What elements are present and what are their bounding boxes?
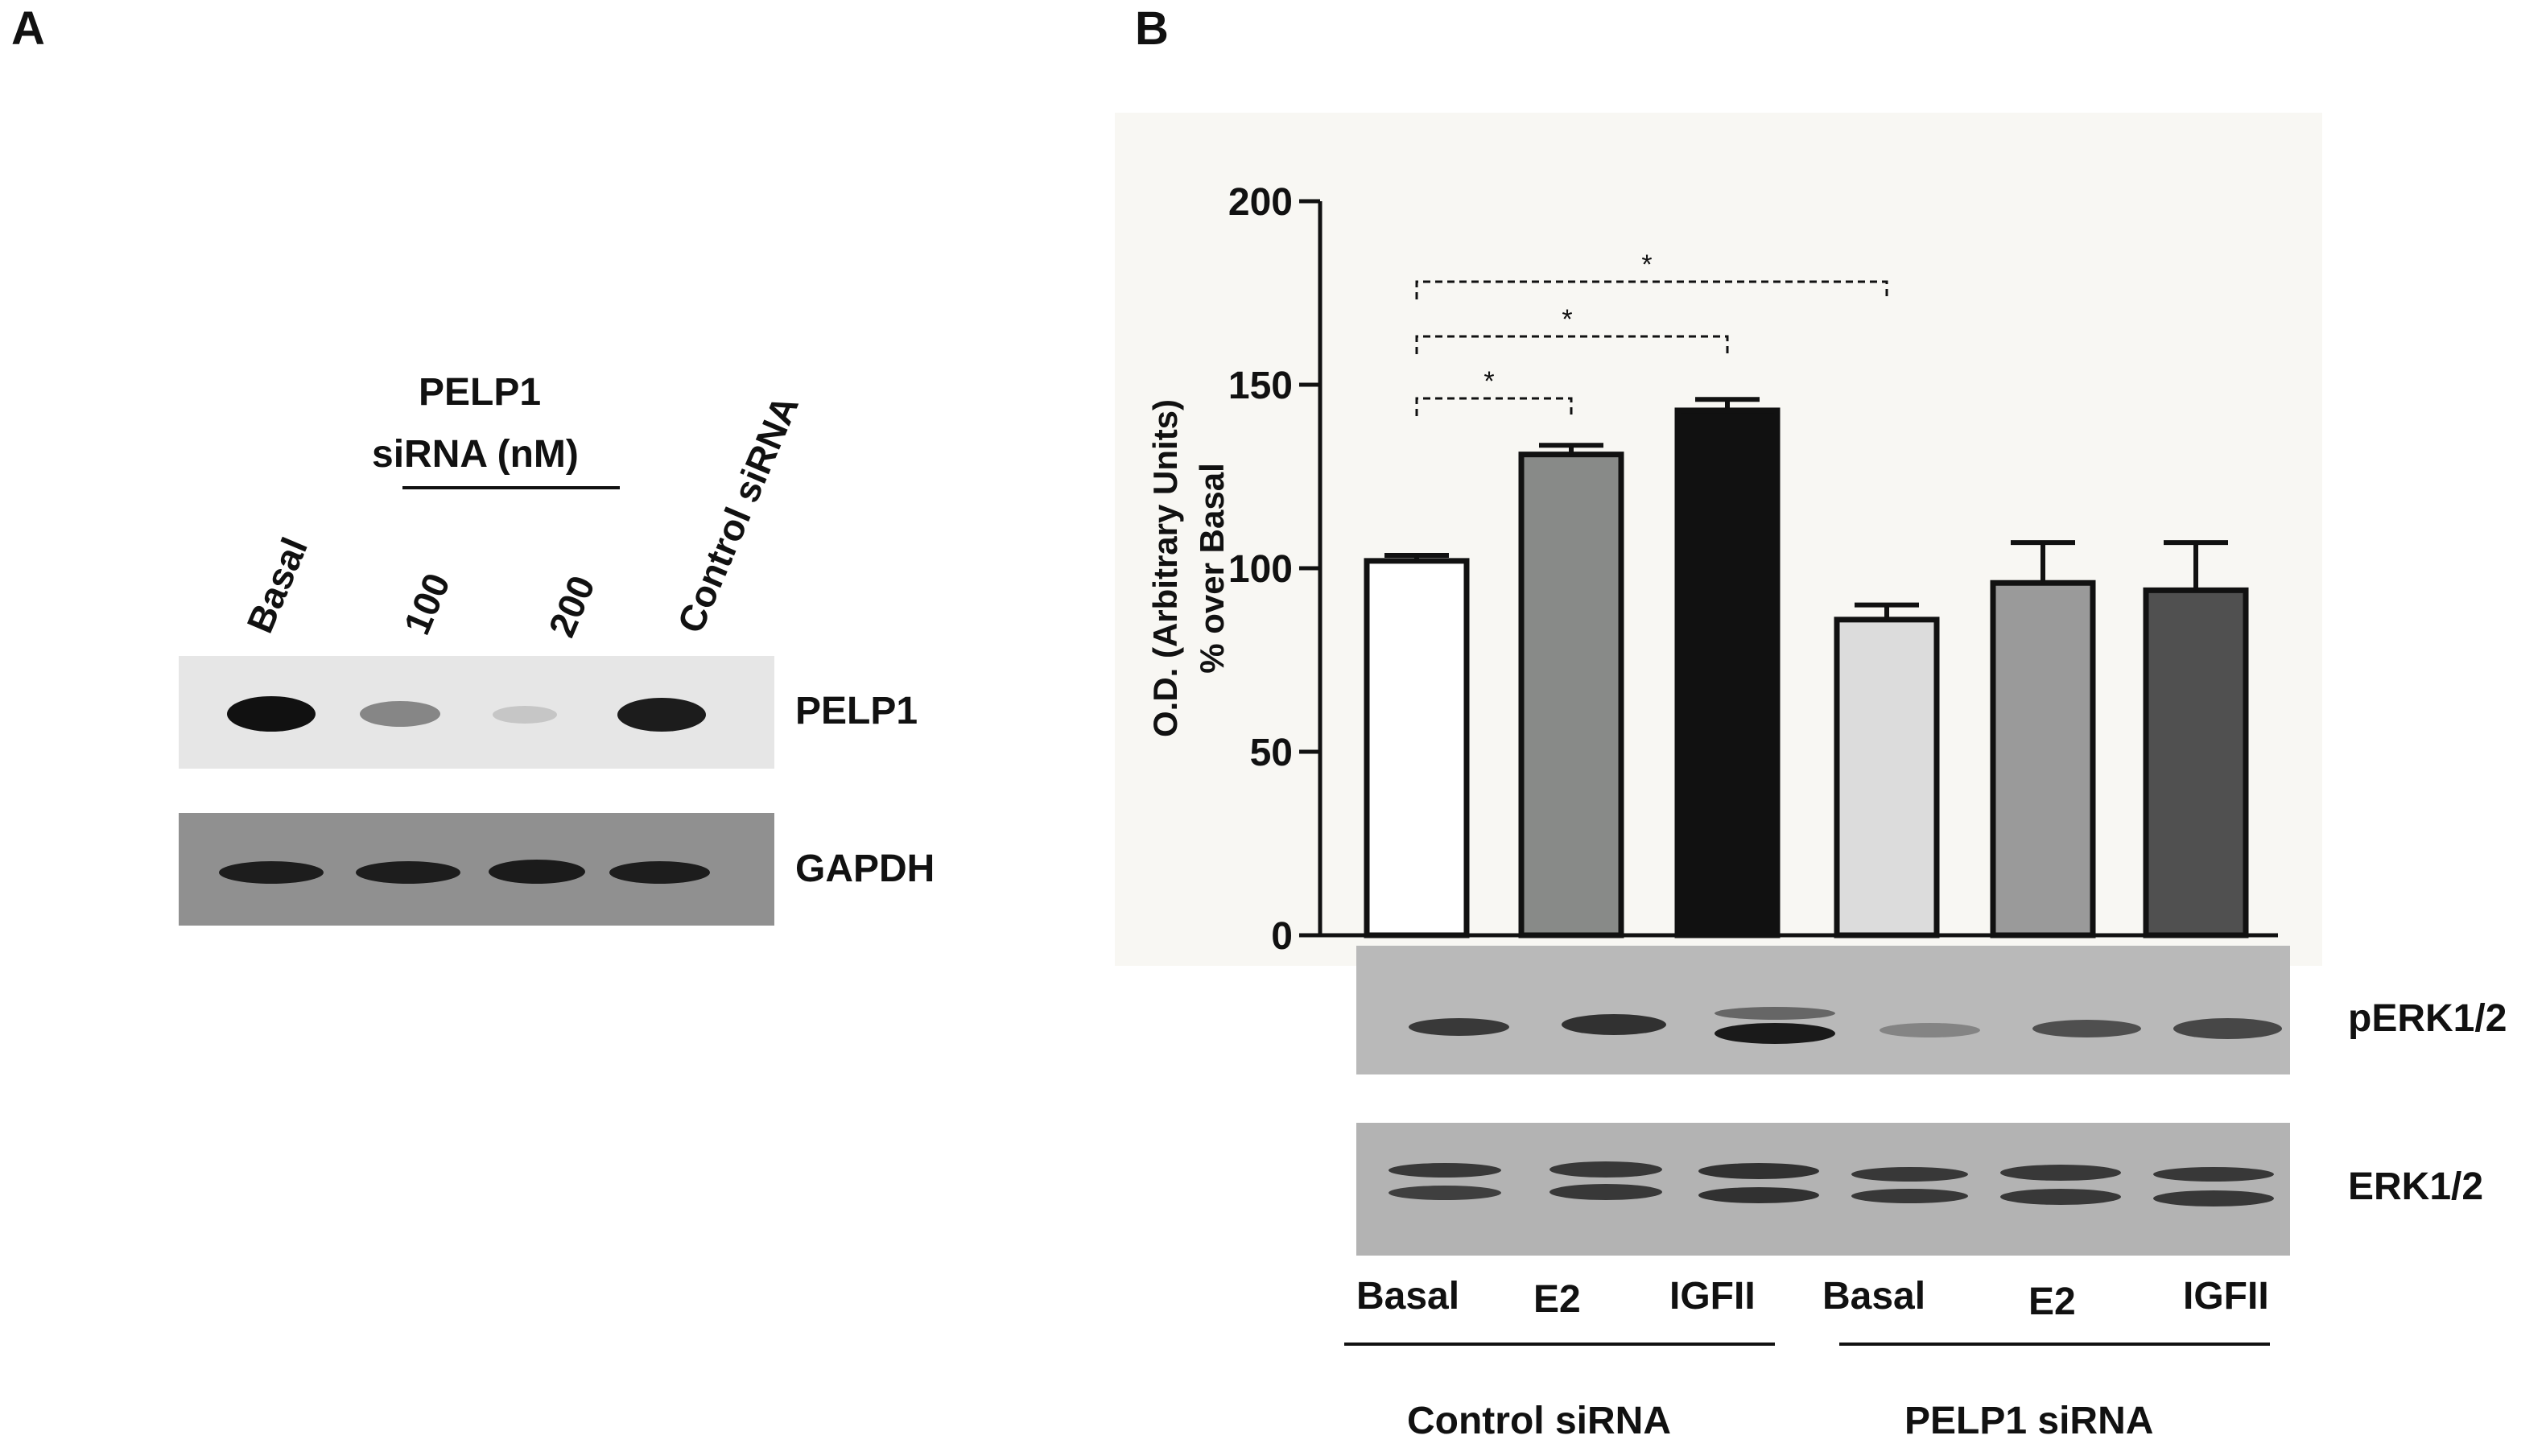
- perk-band-6: [2173, 1018, 2282, 1039]
- perk-blot-label: pERK1/2: [2348, 997, 2507, 1040]
- group-label-line1: PELP1: [419, 371, 542, 414]
- y-axis-label-line2: % over Basal: [1193, 463, 1231, 673]
- significance-star: *: [1641, 250, 1652, 280]
- y-axis-label-line1: O.D. (Arbitrary Units): [1146, 399, 1184, 737]
- pelp1-group-underline: [1839, 1343, 2270, 1346]
- gapdh-blot-label: GAPDH: [795, 848, 935, 890]
- bar: [1674, 407, 1781, 938]
- panel-b-letter: B: [1135, 2, 1169, 55]
- bar: [1834, 617, 1940, 938]
- chart-error-bars: [1384, 397, 2228, 620]
- erk-band-2b: [1549, 1184, 1662, 1200]
- perk-band-4: [1880, 1023, 1980, 1037]
- group-label-line2: siRNA (nM): [372, 433, 579, 476]
- erk-band-5b: [2000, 1189, 2121, 1205]
- b-lane-label-6: IGFII: [2183, 1275, 2269, 1318]
- significance-star: *: [1562, 304, 1572, 335]
- y-tick-label: 50: [1250, 732, 1293, 774]
- pelp1-group-label: PELP1 siRNA: [1904, 1400, 2154, 1442]
- control-group-underline: [1344, 1343, 1775, 1346]
- erk-band-5a: [2000, 1165, 2121, 1181]
- y-tick-label: 100: [1228, 548, 1293, 591]
- erk-blot: [1356, 1123, 2290, 1256]
- erk-band-4a: [1851, 1167, 1968, 1182]
- pelp1-band-200: [493, 706, 557, 724]
- gapdh-band-200: [489, 860, 585, 884]
- perk-band-5: [2032, 1020, 2141, 1037]
- pelp1-band-control: [617, 698, 706, 732]
- y-axis-label-group: O.D. (Arbitrary Units)% over Basal: [1146, 399, 1231, 737]
- b-lane-label-2: E2: [1533, 1278, 1581, 1321]
- b-lane-label-4: Basal: [1822, 1275, 1926, 1318]
- erk-band-1b: [1389, 1186, 1501, 1200]
- bar: [1518, 452, 1624, 938]
- gapdh-blot: [179, 813, 774, 926]
- gapdh-band-100: [356, 861, 460, 884]
- bar: [2143, 587, 2249, 938]
- chart-axes: 0 50 100 150 200: [1228, 181, 2278, 958]
- significance-bracket: [1415, 335, 1729, 354]
- y-tick-label: 150: [1228, 365, 1293, 407]
- perk-band-2: [1562, 1014, 1666, 1035]
- group-underline: [402, 486, 620, 489]
- control-group-label: Control siRNA: [1407, 1400, 1671, 1442]
- gapdh-band-control: [609, 861, 710, 884]
- pelp1-band-100: [360, 701, 440, 727]
- bar: [1364, 558, 1470, 938]
- y-tick-label: 0: [1271, 915, 1293, 958]
- b-lane-label-3: IGFII: [1669, 1275, 1756, 1318]
- perk-band-3b: [1715, 1023, 1835, 1044]
- significance-bracket: [1415, 280, 1888, 299]
- erk-band-6b: [2153, 1190, 2274, 1206]
- erk-band-6a: [2153, 1167, 2274, 1182]
- b-lane-label-1: Basal: [1356, 1275, 1460, 1318]
- pelp1-band-basal: [227, 696, 316, 732]
- bar: [1990, 580, 2096, 938]
- significance-bracket: [1415, 397, 1573, 416]
- gapdh-band-basal: [219, 861, 324, 884]
- panel-a-letter: A: [11, 2, 45, 55]
- significance-star: *: [1483, 366, 1494, 397]
- y-tick-label: 200: [1228, 181, 1293, 224]
- pelp1-blot-label: PELP1: [795, 690, 918, 732]
- perk-blot: [1356, 946, 2290, 1074]
- perk-band-3a: [1715, 1007, 1835, 1020]
- erk-band-3a: [1698, 1163, 1819, 1179]
- chart-bars: [1364, 407, 2249, 938]
- erk-band-4b: [1851, 1189, 1968, 1203]
- significance-brackets: * * *: [1415, 250, 1888, 416]
- erk-band-3b: [1698, 1187, 1819, 1203]
- erk-band-2a: [1549, 1161, 1662, 1178]
- erk-blot-label: ERK1/2: [2348, 1165, 2484, 1208]
- perk-band-1: [1409, 1018, 1509, 1036]
- pelp1-blot: [179, 656, 774, 769]
- b-lane-label-5: E2: [2028, 1281, 2076, 1323]
- erk-band-1a: [1389, 1163, 1501, 1178]
